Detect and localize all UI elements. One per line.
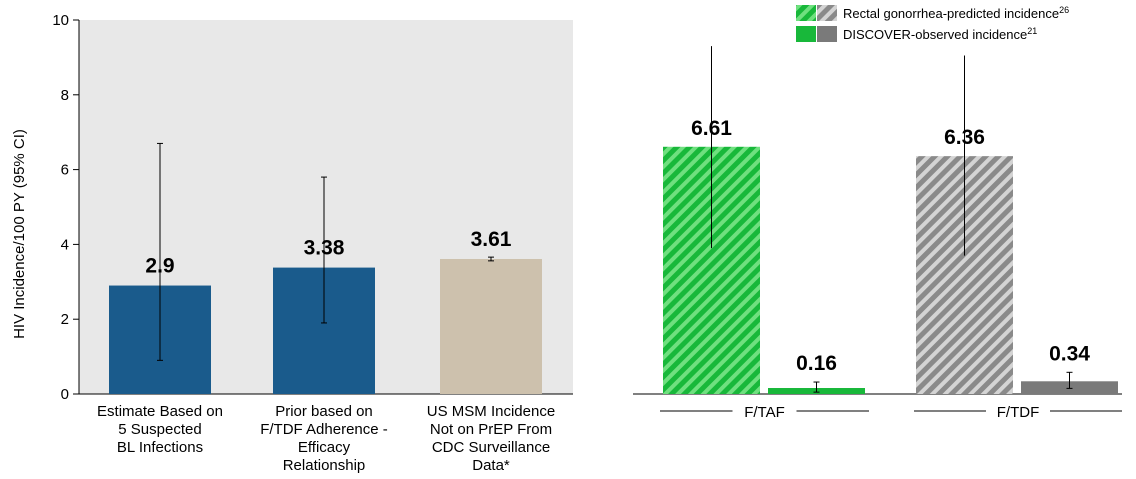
legend: Rectal gonorrhea-predicted incidence26 DI… [796, 5, 1069, 42]
group-label-ftdf: F/TDF [997, 404, 1040, 421]
y-tick-label: 4 [61, 236, 69, 253]
category-label-line: CDC Surveillance [432, 439, 550, 456]
legend-swatch-gray [817, 5, 837, 21]
legend-label-1: Rectal gonorrhea-predicted incidence26 [843, 5, 1069, 21]
bar-3 [440, 258, 542, 394]
left-bar-chart: 0 2 4 6 8 10 HIV Incidence/100 PY (95% CI) 2.… [11, 12, 573, 474]
category-label-line: Not on PrEP From [430, 421, 552, 438]
bar-value-label-1: 2.9 [145, 255, 174, 278]
right-bars: 6.61 0.16 6.36 0.34 [633, 46, 1122, 395]
legend-label-ref: 26 [1059, 5, 1069, 15]
error-bar-ftaf-2 [813, 381, 820, 393]
legend-label-text: DISCOVER-observed incidence [843, 27, 1027, 42]
group-labels: F/TAF F/TDF [660, 404, 1122, 421]
category-label-3: US MSM Incidence Not on PrEP From CDC Surv… [427, 403, 555, 474]
legend-swatch-green [796, 5, 816, 21]
error-bar-2 [321, 176, 327, 324]
error-bar-3 [488, 256, 494, 262]
category-label-line: F/TDF Adherence - [260, 421, 388, 438]
right-bar-chart: Rectal gonorrhea-predicted incidence26 DI… [633, 5, 1122, 421]
group-label-ftaf: F/TAF [744, 404, 785, 421]
category-label-line: Prior based on [275, 403, 373, 420]
category-label-line: 5 Suspected [118, 421, 201, 438]
error-bar-1 [157, 142, 163, 361]
category-label-line: BL Infections [117, 439, 203, 456]
legend-swatch-green [796, 26, 816, 42]
error-bar-ftdf-2 [1066, 371, 1073, 389]
bar-value-label-ftaf-2: 0.16 [796, 352, 837, 375]
legend-label-2: DISCOVER-observed incidence21 [843, 26, 1037, 42]
bar-value-label-2: 3.38 [304, 237, 345, 260]
bar-value-label-ftaf-1: 6.61 [691, 117, 732, 140]
y-tick-label: 6 [61, 162, 69, 179]
category-label-line: US MSM Incidence [427, 403, 555, 420]
legend-swatch-gray [817, 26, 837, 42]
y-tick-label: 10 [52, 12, 69, 29]
y-tick-label: 2 [61, 311, 69, 328]
legend-label-ref: 21 [1027, 26, 1037, 36]
category-label-1: Estimate Based on 5 Suspected BL Infection… [97, 403, 223, 456]
y-tick-label: 8 [61, 87, 69, 104]
category-label-line: Estimate Based on [97, 403, 223, 420]
category-label-line: Data* [472, 457, 510, 474]
left-bars: 2.9 3.38 3.61 [109, 142, 542, 394]
y-axis-label: HIV Incidence/100 PY (95% CI) [11, 129, 28, 339]
bar-value-label-ftdf-2: 0.34 [1049, 342, 1090, 365]
y-tick-label: 0 [61, 386, 69, 403]
x-category-labels: Estimate Based on 5 Suspected BL Infection… [97, 403, 555, 474]
y-tick-labels: 0 2 4 6 8 10 [52, 12, 79, 403]
category-label-line: Efficacy [298, 439, 351, 456]
legend-label-text: Rectal gonorrhea-predicted incidence [843, 6, 1059, 21]
bar-value-label-ftdf-1: 6.36 [944, 126, 985, 149]
bar-value-label-3: 3.61 [471, 228, 512, 251]
category-label-line: Relationship [283, 457, 366, 474]
category-label-2: Prior based on F/TDF Adherence -Efficacy R… [260, 403, 388, 474]
